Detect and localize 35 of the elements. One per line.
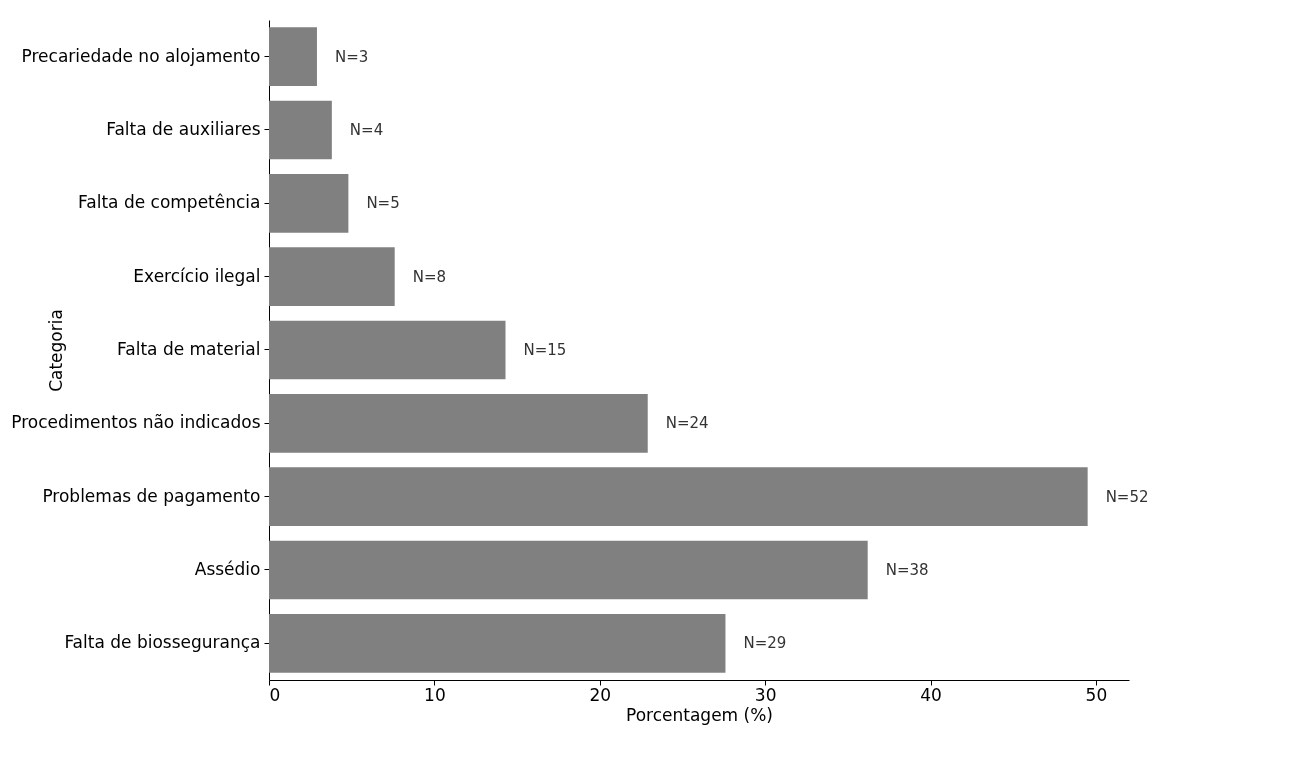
x-tick-label: 30 <box>754 684 777 705</box>
y-tick-label: Precariedade no alojamento <box>21 45 261 66</box>
annotation: N=29 <box>743 634 787 653</box>
y-tick-label: Exercício ilegal <box>133 265 261 286</box>
y-tick-label: Procedimentos não indicados <box>11 412 261 433</box>
bar <box>269 100 332 160</box>
annotation: N=4 <box>349 121 384 139</box>
annotation: N=38 <box>885 561 929 579</box>
y-tick-label: Falta de competência <box>78 192 261 213</box>
x-axis-title: Porcentagem (%) <box>626 704 773 725</box>
bar <box>269 27 317 86</box>
bar <box>269 467 1088 526</box>
x-tick-label: 0 <box>269 684 281 705</box>
annotation: N=15 <box>523 341 567 359</box>
y-tick-label: Assédio <box>194 559 261 579</box>
annotation: N=5 <box>366 194 400 213</box>
bar <box>269 394 648 453</box>
x-tick-label: 50 <box>1085 684 1108 705</box>
y-tick-label: Problemas de pagamento <box>42 485 261 506</box>
y-tick-label: Falta de material <box>117 339 261 359</box>
annotation: N=52 <box>1105 487 1149 506</box>
bar <box>269 247 395 306</box>
bar <box>269 540 868 600</box>
bar <box>269 614 726 673</box>
bar <box>269 174 349 233</box>
y-tick-label: Falta de auxiliares <box>106 119 261 139</box>
y-tick-label: Falta de biossegurança <box>64 632 261 653</box>
x-tick-label: 40 <box>920 684 942 705</box>
y-axis-title: Categoria <box>45 309 66 392</box>
annotation: N=3 <box>334 47 369 66</box>
x-tick-label: 20 <box>589 684 612 705</box>
annotation: N=8 <box>412 267 447 286</box>
x-tick-label: 10 <box>424 684 446 705</box>
bar <box>269 320 506 380</box>
annotation: N=24 <box>665 414 709 433</box>
